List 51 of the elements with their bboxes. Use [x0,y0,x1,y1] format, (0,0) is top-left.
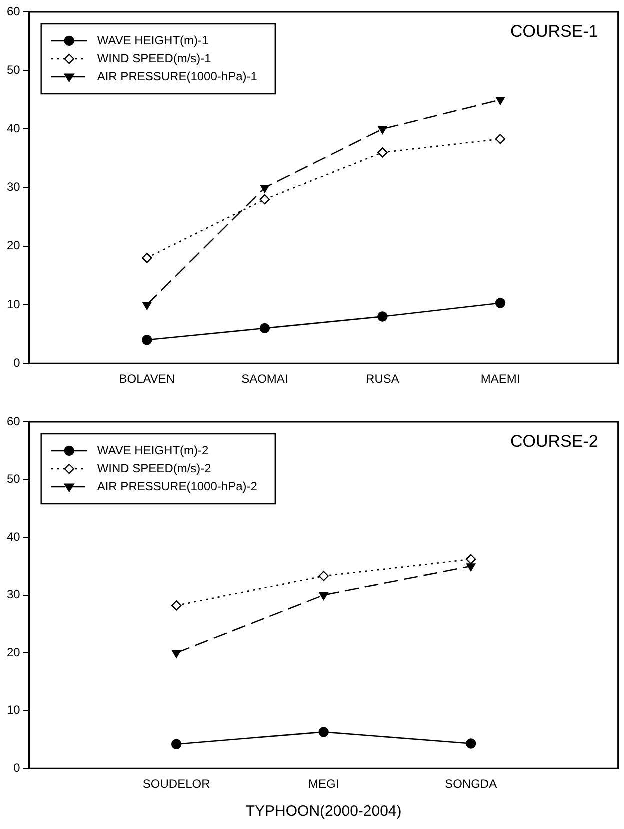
point [260,194,270,205]
y-tick-label: 30 [6,588,21,602]
point [172,650,182,658]
legend-label: WIND SPEED(m/s)-1 [97,51,212,66]
point [495,298,506,308]
point [142,335,152,346]
text: COURSE-2 [510,432,598,452]
text: COURSE-1 [510,22,598,42]
point [319,592,328,600]
x-tick-label: MEGI [308,777,340,792]
y-tick-label: 40 [6,530,21,544]
point [466,738,476,749]
point [466,564,476,572]
y-tick-label: 50 [6,472,21,486]
point [466,554,476,565]
y-tick-label: 40 [6,122,21,136]
x-tick-label: RUSA [366,372,400,386]
legend-label: AIR PRESSURE(1000-hPa)-1 [97,69,258,84]
x-tick-label: BOLAVEN [119,372,176,386]
y-tick-label: 60 [6,414,21,428]
x-tick-label: SOUDELOR [142,777,211,792]
point [318,571,329,582]
y-tick-label: 50 [6,62,21,77]
point [142,302,152,310]
y-tick-label: 0 [14,760,21,775]
y-tick-label: 30 [6,180,21,194]
point [378,312,388,322]
point [378,126,388,134]
y-tick-label: 20 [6,238,21,253]
y-tick-label: 60 [6,4,21,18]
y-tick-label: 10 [6,297,21,312]
y-tick-label: 10 [6,703,21,718]
point [496,97,506,105]
point [318,727,329,738]
x-tick-label: SAOMAI [242,372,288,386]
legend-label: WAVE HEIGHT(m)-2 [97,443,209,458]
point [260,184,270,193]
legend-label: WIND SPEED(m/s)-2 [97,461,212,476]
y-tick-label: 0 [14,356,21,370]
x-tick-label: MAEMI [480,372,520,386]
point [260,323,270,334]
point [378,148,388,158]
point [171,600,182,611]
y-tick-label: 20 [6,645,21,660]
x-axis-title: TYPHOON(2000-2004) [246,803,402,820]
x-tick-label: SONGDA [445,777,498,792]
point [142,253,152,264]
point [171,739,182,750]
point [495,134,506,144]
legend-label: WAVE HEIGHT(m)-1 [97,33,209,48]
legend-label: AIR PRESSURE(1000-hPa)-2 [97,479,258,494]
